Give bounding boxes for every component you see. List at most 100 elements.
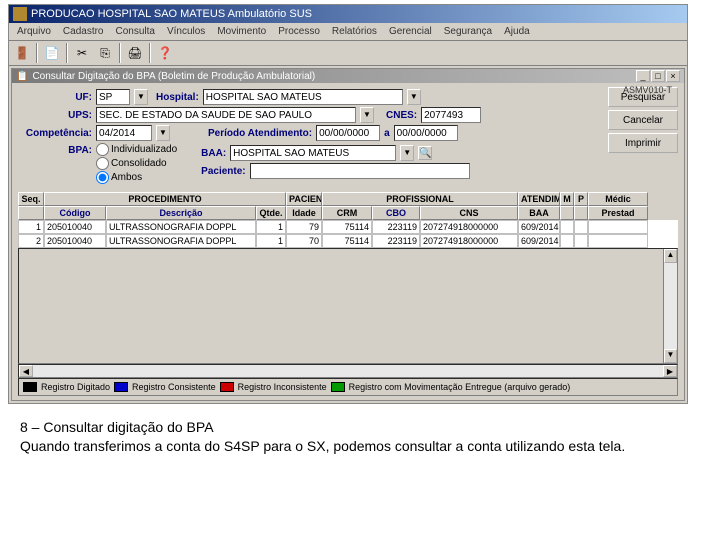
button-column: Pesquisar Cancelar Imprimir [608, 87, 678, 186]
app-icon [13, 7, 27, 21]
bpa-radio-group: Individualizado Consolidado Ambos [96, 143, 177, 184]
menu-vinculos[interactable]: Vínculos [161, 24, 211, 39]
bpa-radio-ambos[interactable] [96, 171, 109, 184]
competencia-dropdown-icon[interactable]: ▼ [156, 125, 170, 141]
inner-titlebar: 📋 Consultar Digitação do BPA (Boletim de… [12, 69, 684, 83]
ups-label: UPS: [18, 110, 92, 121]
version-label: ASMV010-T [623, 85, 672, 95]
periodo-de-field[interactable] [316, 125, 380, 141]
menu-consulta[interactable]: Consulta [109, 24, 160, 39]
menu-relatorios[interactable]: Relatórios [326, 24, 383, 39]
menu-cadastro[interactable]: Cadastro [57, 24, 110, 39]
horizontal-scrollbar[interactable]: ◀ ▶ [18, 364, 678, 378]
tool-copy-icon[interactable]: ⎘ [94, 43, 116, 63]
ups-dropdown-icon[interactable]: ▼ [360, 107, 374, 123]
maximize-button[interactable]: □ [651, 70, 665, 82]
th-codigo[interactable]: Código [44, 206, 106, 220]
table-row[interactable]: 2205010040ULTRASSONOGRAFIA DOPPL17075114… [18, 234, 678, 248]
hospital-dropdown-icon[interactable]: ▼ [407, 89, 421, 105]
hospital-field[interactable] [203, 89, 403, 105]
scroll-down-icon[interactable]: ▼ [664, 349, 677, 363]
inner-title: Consultar Digitação do BPA (Boletim de P… [32, 71, 315, 82]
cnes-label: CNES: [386, 110, 417, 121]
inner-window-icon: 📋 [16, 71, 28, 82]
th-p: P [574, 192, 588, 206]
inner-window: 📋 Consultar Digitação do BPA (Boletim de… [11, 68, 685, 401]
imprimir-button[interactable]: Imprimir [608, 133, 678, 153]
uf-field[interactable] [96, 89, 130, 105]
legend-inconsistente: Registro Inconsistente [238, 382, 327, 392]
app-title: PRODUCAO HOSPITAL SAO MATEUS Ambulatório… [31, 8, 312, 20]
th-cns[interactable]: CNS [420, 206, 518, 220]
menu-seguranca[interactable]: Segurança [438, 24, 498, 39]
th-paciente: PACIENTE [286, 192, 322, 206]
toolbar: 🚪 📄 ✂ ⎘ 🖨 ❓ [9, 41, 687, 66]
th-atendimento: ATENDIMENTO [518, 192, 560, 206]
app-titlebar: PRODUCAO HOSPITAL SAO MATEUS Ambulatório… [9, 5, 687, 23]
results-table: Seq. PROCEDIMENTO PACIENTE PROFISSIONAL … [18, 192, 678, 378]
menubar: Arquivo Cadastro Consulta Vínculos Movim… [9, 23, 687, 41]
menu-gerencial[interactable]: Gerencial [383, 24, 438, 39]
bpa-radio-indiv[interactable] [96, 143, 109, 156]
legend-consistente: Registro Consistente [132, 382, 216, 392]
th-profissional: PROFISSIONAL [322, 192, 518, 206]
cnes-field[interactable] [421, 107, 481, 123]
menu-ajuda[interactable]: Ajuda [498, 24, 536, 39]
swatch-consistente [114, 382, 128, 392]
legend-movimentacao: Registro com Movimentação Entregue (arqu… [349, 382, 571, 392]
caption-line1: 8 – Consultar digitação do BPA [20, 418, 700, 437]
th-m: M [560, 192, 574, 206]
ups-field[interactable] [96, 107, 356, 123]
tool-exit-icon[interactable]: 🚪 [11, 43, 33, 63]
paciente-label: Paciente: [201, 166, 245, 177]
bpa-label: BPA: [18, 143, 92, 156]
th-descricao[interactable]: Descrição [106, 206, 256, 220]
hospital-label: Hospital: [156, 92, 199, 103]
th-crm[interactable]: CRM [322, 206, 372, 220]
th-cbo[interactable]: CBO [372, 206, 420, 220]
scroll-right-icon[interactable]: ▶ [663, 365, 677, 377]
paciente-field[interactable] [250, 163, 470, 179]
caption: 8 – Consultar digitação do BPA Quando tr… [20, 418, 700, 456]
menu-processo[interactable]: Processo [272, 24, 326, 39]
form-area: ASMV010-T UF: ▼ Hospital: ▼ UPS: ▼ [12, 83, 684, 400]
th-qtde[interactable]: Qtde. [256, 206, 286, 220]
tool-help-icon[interactable]: ❓ [154, 43, 176, 63]
th-baa[interactable]: BAA [518, 206, 560, 220]
scroll-left-icon[interactable]: ◀ [19, 365, 33, 377]
swatch-digitado [23, 382, 37, 392]
tool-new-icon[interactable]: 📄 [41, 43, 63, 63]
uf-label: UF: [18, 92, 92, 103]
cancelar-button[interactable]: Cancelar [608, 110, 678, 130]
swatch-inconsistente [220, 382, 234, 392]
baa-dropdown-icon[interactable]: ▼ [400, 145, 414, 161]
th-idade[interactable]: Idade [286, 206, 322, 220]
swatch-movimentacao [331, 382, 345, 392]
scroll-up-icon[interactable]: ▲ [664, 249, 677, 263]
periodo-a-label: a [384, 128, 390, 139]
th-prestad[interactable]: Prestad [588, 206, 648, 220]
table-row[interactable]: 1205010040ULTRASSONOGRAFIA DOPPL17975114… [18, 220, 678, 234]
bpa-radio-consol[interactable] [96, 157, 109, 170]
legend-digitado: Registro Digitado [41, 382, 110, 392]
grid-empty-area: ▲ ▼ [18, 248, 678, 364]
baa-lookup-icon[interactable]: 🔍 [418, 146, 432, 160]
competencia-label: Competência: [18, 128, 92, 139]
competencia-field[interactable] [96, 125, 152, 141]
th-procedimento: PROCEDIMENTO [44, 192, 286, 206]
uf-dropdown-icon[interactable]: ▼ [134, 89, 148, 105]
baa-field[interactable] [230, 145, 396, 161]
tool-cut-icon[interactable]: ✂ [71, 43, 93, 63]
menu-arquivo[interactable]: Arquivo [11, 24, 57, 39]
periodo-a-field[interactable] [394, 125, 458, 141]
vertical-scrollbar[interactable]: ▲ ▼ [663, 249, 677, 363]
legend: Registro Digitado Registro Consistente R… [18, 378, 678, 396]
periodo-label: Período Atendimento: [208, 128, 312, 139]
minimize-button[interactable]: _ [636, 70, 650, 82]
th-medico: Médic [588, 192, 648, 206]
app-window: PRODUCAO HOSPITAL SAO MATEUS Ambulatório… [8, 4, 688, 404]
menu-movimento[interactable]: Movimento [211, 24, 272, 39]
close-button[interactable]: × [666, 70, 680, 82]
tool-print-icon[interactable]: 🖨 [124, 43, 146, 63]
baa-label: BAA: [201, 148, 226, 159]
